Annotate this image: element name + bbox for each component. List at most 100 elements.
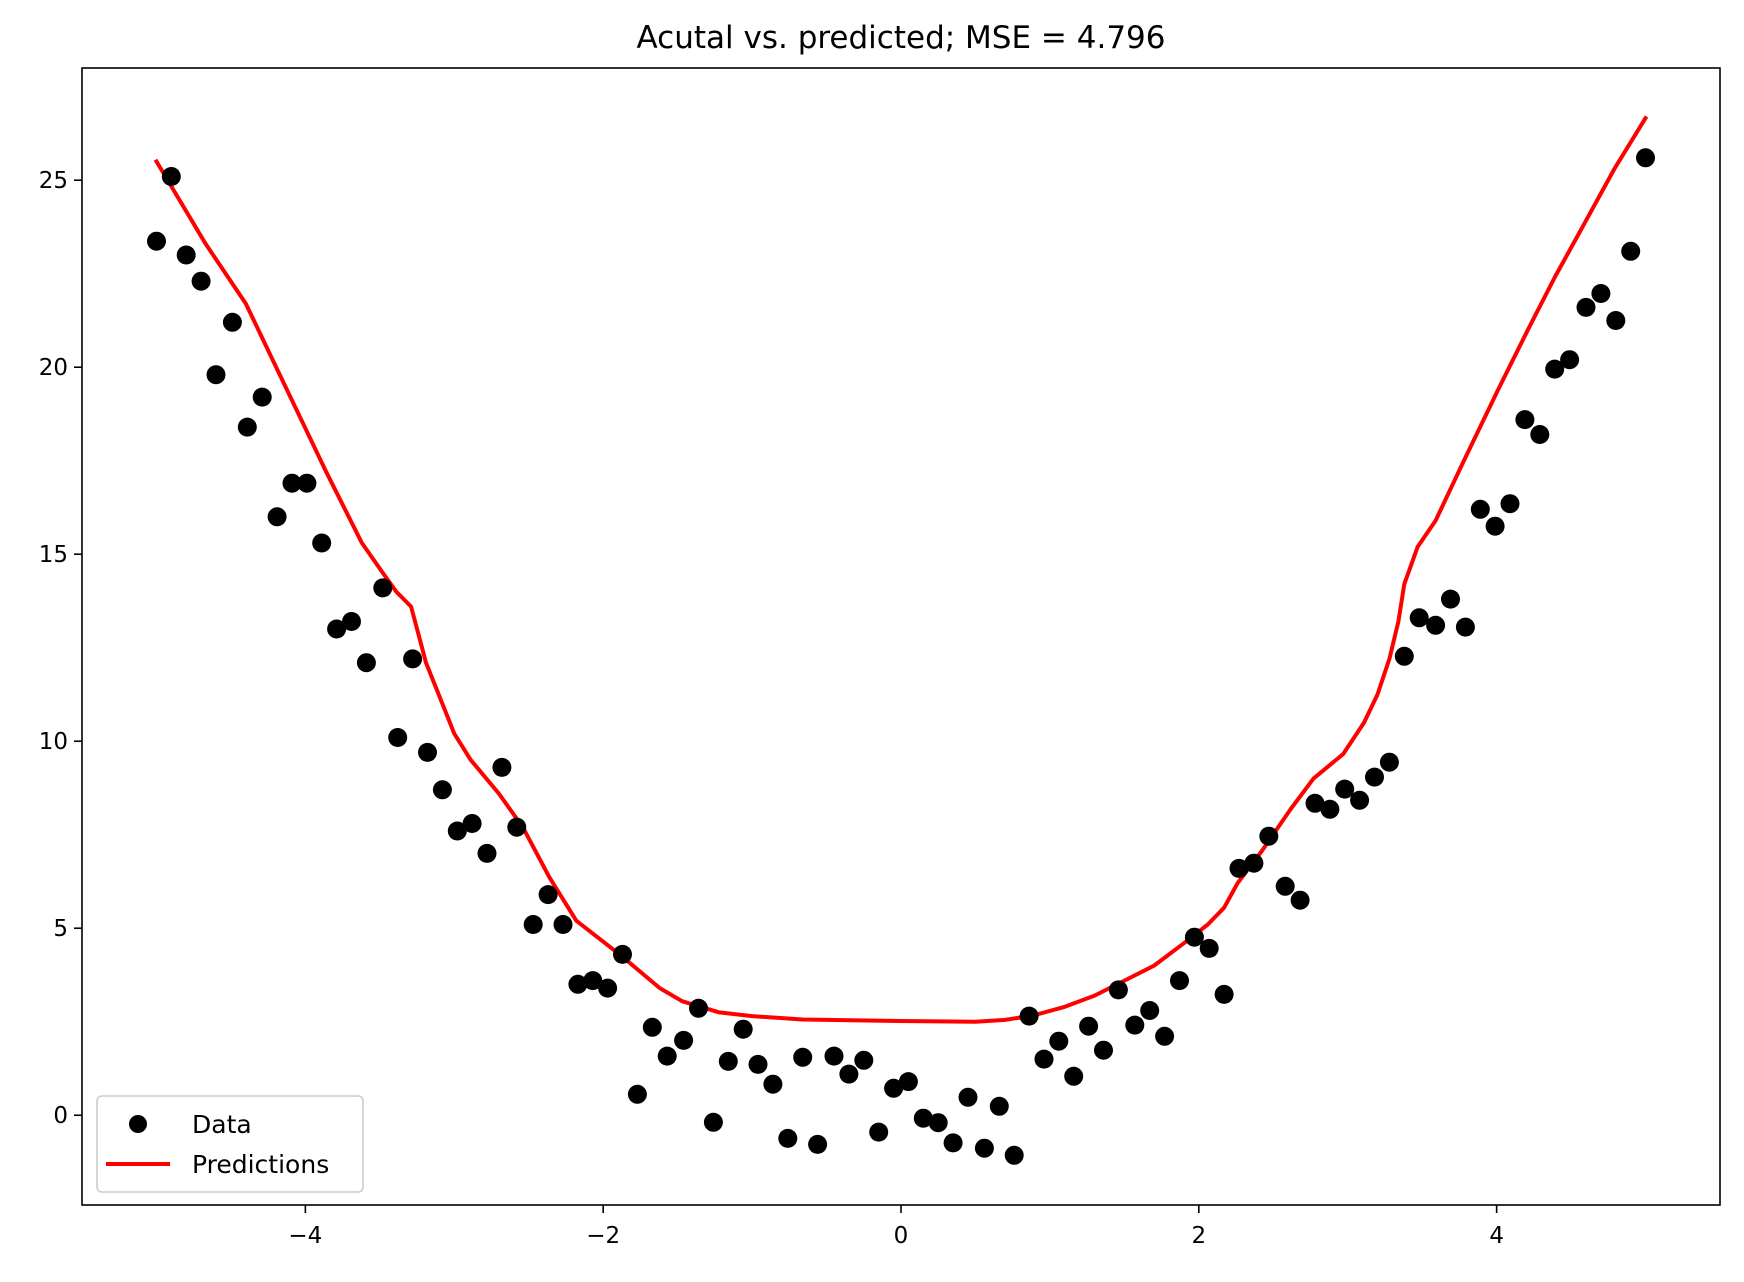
data-point — [763, 1074, 783, 1094]
data-point — [974, 1138, 994, 1158]
data-point — [1305, 793, 1325, 813]
x-tick-label: 4 — [1489, 1223, 1504, 1249]
data-point — [267, 507, 287, 527]
data-point — [1426, 615, 1446, 635]
data-point — [403, 649, 423, 669]
x-tick-label: −2 — [586, 1223, 620, 1249]
data-points-layer — [147, 148, 1655, 1165]
data-point — [1621, 241, 1641, 261]
data-point — [718, 1051, 738, 1071]
data-point — [176, 245, 196, 265]
data-point — [1259, 826, 1279, 846]
x-tick-label: 0 — [894, 1223, 909, 1249]
data-point — [1394, 646, 1414, 666]
data-point — [884, 1078, 904, 1098]
data-point — [808, 1134, 828, 1154]
data-point — [418, 742, 437, 762]
data-point — [1019, 1006, 1039, 1026]
data-point — [1545, 359, 1565, 379]
data-point — [297, 473, 317, 493]
data-point — [462, 814, 482, 833]
data-point — [1244, 853, 1264, 873]
data-point — [1350, 790, 1370, 810]
y-tick-label: 15 — [39, 542, 68, 568]
data-point — [282, 473, 302, 493]
x-tick-label: 2 — [1191, 1223, 1206, 1249]
data-point — [1320, 799, 1340, 819]
data-point — [1170, 971, 1189, 991]
data-point — [598, 978, 618, 998]
data-point — [1470, 499, 1490, 519]
data-point — [1275, 876, 1295, 896]
data-point — [432, 780, 452, 800]
data-point — [447, 821, 467, 841]
data-point — [1094, 1040, 1113, 1060]
data-point — [191, 271, 211, 291]
data-point — [839, 1064, 859, 1084]
data-point — [1485, 516, 1505, 536]
data-point — [778, 1128, 798, 1148]
data-point — [373, 578, 393, 598]
data-point — [1365, 767, 1384, 787]
y-tick-label: 25 — [39, 168, 68, 194]
data-point — [1591, 284, 1611, 303]
data-point — [1455, 617, 1475, 637]
data-point — [1576, 297, 1596, 317]
data-point — [1335, 779, 1355, 799]
y-tick-label: 5 — [53, 916, 68, 942]
data-point — [1125, 1015, 1145, 1035]
data-point — [1500, 494, 1520, 514]
data-point — [1229, 858, 1249, 878]
data-point — [342, 612, 361, 631]
data-point — [913, 1108, 933, 1128]
data-point — [989, 1096, 1009, 1116]
data-point — [627, 1084, 647, 1104]
y-axis: 0 5 10 15 20 25 — [39, 168, 82, 1129]
data-point — [161, 167, 181, 186]
data-point — [824, 1046, 844, 1066]
data-point — [1049, 1031, 1069, 1051]
data-point — [507, 817, 527, 837]
data-point — [1004, 1145, 1024, 1165]
data-point — [312, 533, 332, 553]
data-point — [733, 1019, 753, 1039]
data-point — [1199, 938, 1219, 958]
data-point — [1034, 1049, 1054, 1069]
data-point — [943, 1133, 963, 1153]
data-point — [1515, 410, 1535, 430]
data-point — [388, 728, 408, 747]
data-point — [1379, 752, 1399, 772]
data-point — [1290, 890, 1310, 910]
data-point — [928, 1113, 948, 1133]
data-point — [613, 944, 632, 964]
legend-label-predictions: Predictions — [192, 1150, 329, 1179]
data-point — [492, 757, 512, 777]
chart-title: Acutal vs. predicted; MSE = 4.796 — [637, 20, 1166, 56]
data-point — [793, 1047, 813, 1067]
data-point — [898, 1072, 918, 1092]
y-tick-label: 10 — [39, 729, 68, 755]
legend-label-data: Data — [192, 1110, 252, 1139]
data-point — [869, 1122, 889, 1142]
x-tick-label: −4 — [288, 1223, 322, 1249]
data-point — [222, 312, 242, 332]
data-point — [206, 365, 226, 385]
plot-area — [81, 67, 1721, 1206]
data-point — [1441, 589, 1460, 609]
axes-background — [82, 68, 1720, 1205]
data-point — [1108, 980, 1128, 1000]
data-point — [327, 619, 347, 639]
data-point — [568, 974, 588, 994]
data-point — [1155, 1026, 1175, 1046]
data-point — [1409, 608, 1429, 628]
legend-box — [96, 1095, 364, 1193]
data-point — [1079, 1016, 1099, 1036]
data-point — [583, 971, 603, 991]
data-point — [147, 231, 166, 251]
data-point — [1140, 1001, 1160, 1020]
y-tick-label: 0 — [53, 1103, 68, 1129]
y-tick-label: 20 — [39, 355, 68, 381]
data-point — [1560, 350, 1580, 370]
data-point — [674, 1030, 694, 1050]
